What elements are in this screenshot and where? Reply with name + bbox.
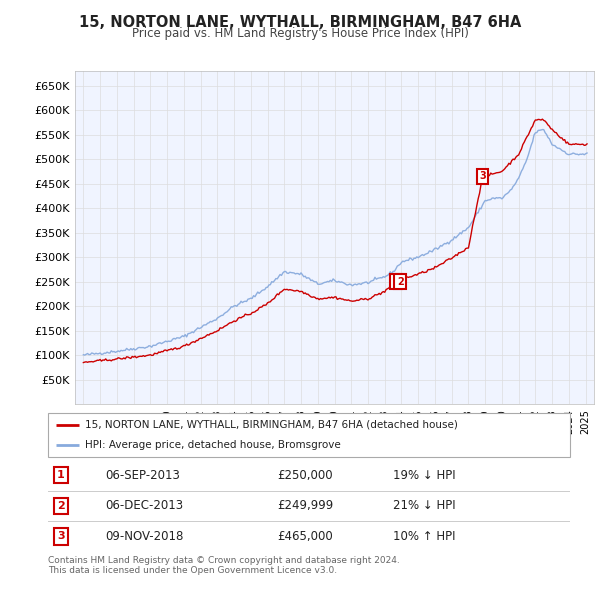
- Text: 1: 1: [57, 470, 65, 480]
- Text: 2: 2: [57, 501, 65, 511]
- Text: £465,000: £465,000: [278, 530, 334, 543]
- Text: 09-NOV-2018: 09-NOV-2018: [106, 530, 184, 543]
- Text: Price paid vs. HM Land Registry's House Price Index (HPI): Price paid vs. HM Land Registry's House …: [131, 27, 469, 40]
- Text: 15, NORTON LANE, WYTHALL, BIRMINGHAM, B47 6HA: 15, NORTON LANE, WYTHALL, BIRMINGHAM, B4…: [79, 15, 521, 30]
- Text: 2: 2: [397, 277, 404, 287]
- Text: 10% ↑ HPI: 10% ↑ HPI: [392, 530, 455, 543]
- Text: 15, NORTON LANE, WYTHALL, BIRMINGHAM, B47 6HA (detached house): 15, NORTON LANE, WYTHALL, BIRMINGHAM, B4…: [85, 420, 457, 430]
- Text: £250,000: £250,000: [278, 469, 334, 482]
- FancyBboxPatch shape: [48, 413, 570, 457]
- Text: 19% ↓ HPI: 19% ↓ HPI: [392, 469, 455, 482]
- Text: 21% ↓ HPI: 21% ↓ HPI: [392, 499, 455, 513]
- Text: £249,999: £249,999: [278, 499, 334, 513]
- Text: HPI: Average price, detached house, Bromsgrove: HPI: Average price, detached house, Brom…: [85, 440, 340, 450]
- Text: 06-DEC-2013: 06-DEC-2013: [106, 499, 184, 513]
- Text: 3: 3: [479, 171, 486, 181]
- Text: 3: 3: [57, 532, 65, 542]
- Text: Contains HM Land Registry data © Crown copyright and database right 2024.
This d: Contains HM Land Registry data © Crown c…: [48, 556, 400, 575]
- Text: 06-SEP-2013: 06-SEP-2013: [106, 469, 180, 482]
- Text: 1: 1: [392, 277, 400, 287]
